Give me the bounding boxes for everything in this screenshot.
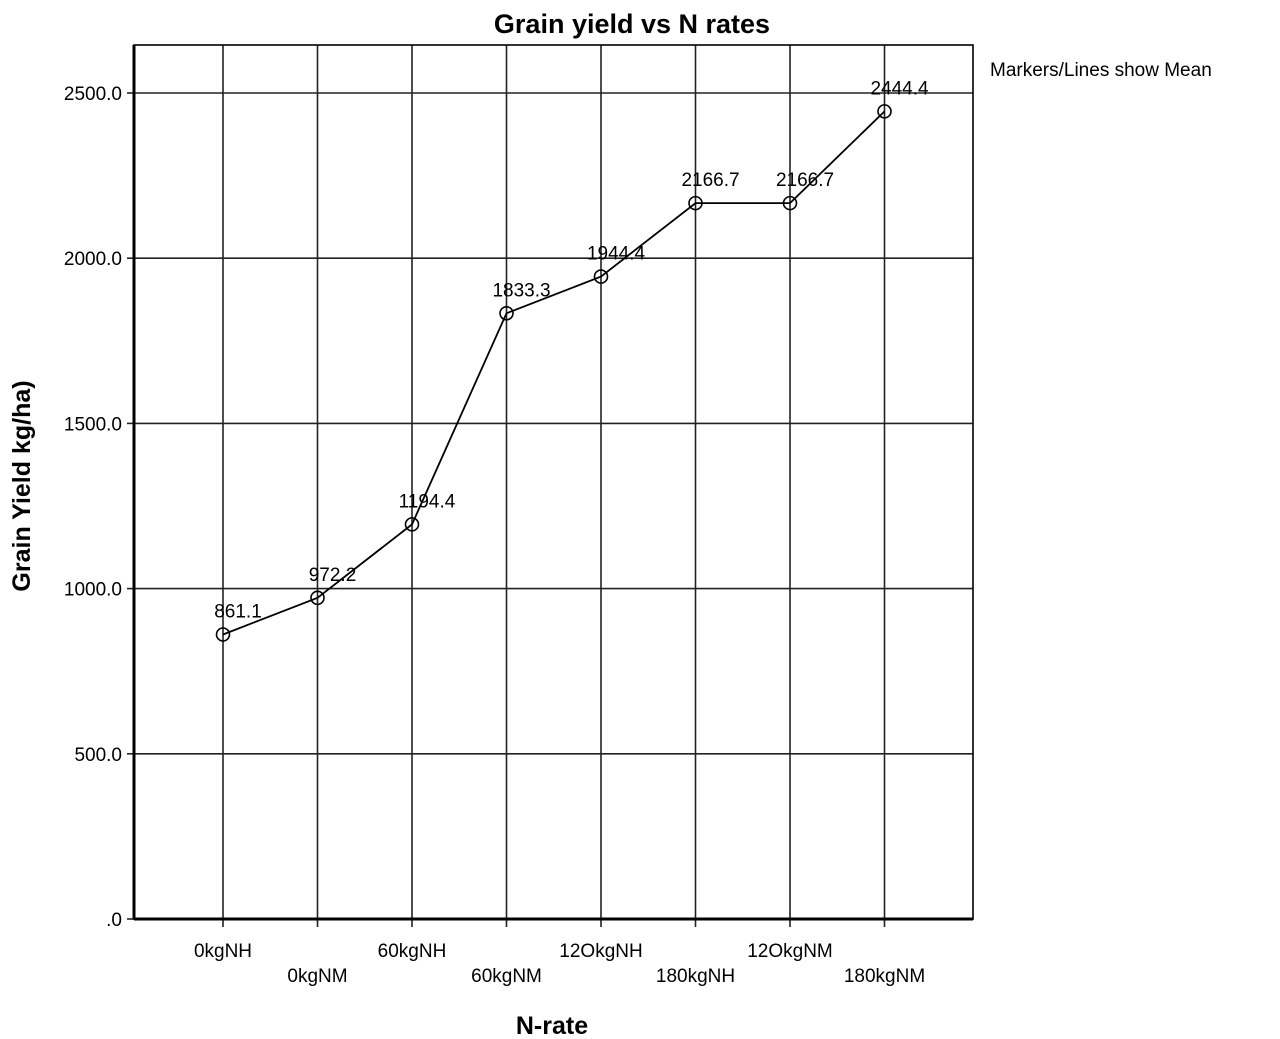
chart-note: Markers/Lines show Mean — [990, 60, 1212, 81]
data-label: 2444.4 — [870, 78, 929, 99]
chart-title: Grain yield vs N rates — [494, 9, 770, 39]
data-point — [877, 104, 892, 119]
y-tick-label: 500.0 — [74, 745, 122, 766]
y-tick-label: 1000.0 — [64, 580, 122, 601]
data-point — [404, 517, 420, 532]
plot-frame — [133, 44, 974, 920]
data-label: 1833.3 — [492, 280, 550, 301]
data-label: 2166.7 — [776, 170, 834, 191]
x-tick-label: 12OkgNH — [559, 941, 642, 962]
data-point — [215, 627, 231, 642]
x-tick-label: 0kgNM — [287, 966, 347, 987]
x-tick-label: 60kgNH — [378, 941, 447, 962]
data-point — [499, 305, 514, 321]
x-tick-label: 60kgNM — [471, 966, 542, 987]
data-label: 972.2 — [309, 565, 357, 586]
x-tick-label: 180kgNH — [656, 966, 735, 987]
y-tick-label: 2000.0 — [64, 249, 122, 270]
x-tick-label: 12OkgNM — [747, 941, 833, 962]
data-point — [310, 590, 325, 606]
y-tick-label: 1500.0 — [64, 414, 122, 435]
x-axis-title: N-rate — [516, 1012, 588, 1039]
y-axis-title: Grain Yield kg/ha) — [8, 380, 36, 591]
data-point — [593, 269, 609, 284]
series-line — [222, 110, 886, 636]
data-point — [782, 195, 798, 211]
data-label: 2166.7 — [681, 170, 739, 191]
x-tick-label: 180kgNM — [844, 966, 925, 987]
plot-area: .0 500.0 1000.0 1500.0 2000.0 2500.0 0kgNH 0kgN… — [64, 44, 974, 987]
y-tick-label: .0 — [106, 910, 122, 931]
x-tick-label: 0kgNH — [194, 941, 252, 962]
y-tick-label: 2500.0 — [64, 84, 122, 105]
data-label: 1194.4 — [399, 491, 456, 512]
data-label: 861.1 — [214, 601, 262, 622]
data-point — [688, 195, 703, 211]
data-label: 1944.4 — [587, 244, 646, 265]
